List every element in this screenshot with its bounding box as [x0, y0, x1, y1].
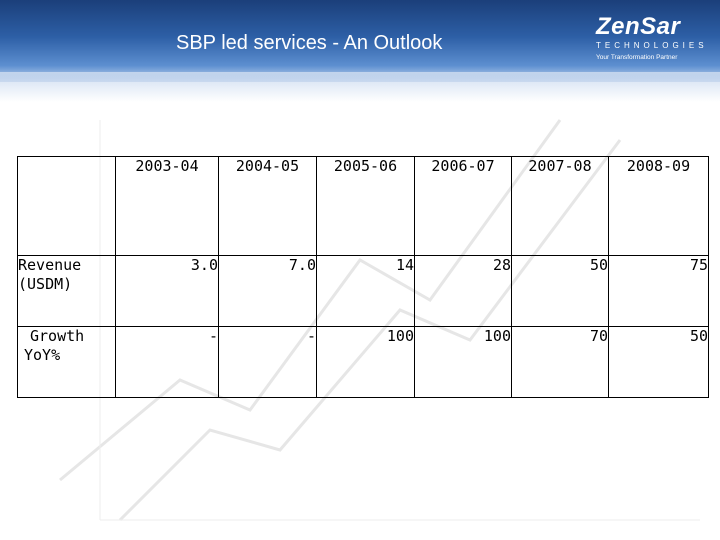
column-header: 2005-06 [316, 156, 415, 256]
row-label-line: YoY% [24, 346, 61, 364]
table-cell: 100 [316, 326, 415, 398]
corner-cell [17, 156, 116, 256]
company-logo: ZenSar TECHNOLOGIES Your Transformation … [596, 14, 714, 70]
logo-wordmark: ZenSar [596, 13, 681, 40]
table-cell: - [218, 326, 317, 398]
table-cell: 50 [511, 255, 609, 327]
table-row: Revenue (USDM) 3.0 7.0 14 28 50 75 [17, 255, 709, 327]
table-cell: 75 [608, 255, 709, 327]
row-label-growth: Growth YoY% [17, 326, 116, 398]
column-header: 2006-07 [414, 156, 512, 256]
table-cell: 100 [414, 326, 512, 398]
row-label-revenue: Revenue (USDM) [17, 255, 116, 327]
column-header: 2008-09 [608, 156, 709, 256]
header-fade [0, 72, 720, 102]
table-cell: - [115, 326, 219, 398]
header-band [0, 0, 720, 82]
table-cell: 14 [316, 255, 415, 327]
row-label-line: (USDM) [18, 275, 73, 293]
table-cell: 7.0 [218, 255, 317, 327]
table-cell: 28 [414, 255, 512, 327]
row-label-line: Growth [30, 327, 85, 345]
column-header: 2004-05 [218, 156, 317, 256]
revenue-outlook-table: 2003-04 2004-05 2005-06 2006-07 2007-08 … [17, 156, 709, 398]
logo-tagline: Your Transformation Partner [596, 54, 678, 61]
row-label-line: Revenue [18, 256, 82, 274]
table-row: Growth YoY% - - 100 100 70 50 [17, 326, 709, 398]
column-header: 2003-04 [115, 156, 219, 256]
column-header: 2007-08 [511, 156, 609, 256]
table-header-row: 2003-04 2004-05 2005-06 2006-07 2007-08 … [17, 156, 709, 256]
table-cell: 70 [511, 326, 609, 398]
slide-title: SBP led services - An Outlook [176, 32, 443, 54]
table-cell: 50 [608, 326, 709, 398]
logo-subtitle: TECHNOLOGIES [596, 41, 708, 50]
table-cell: 3.0 [115, 255, 219, 327]
